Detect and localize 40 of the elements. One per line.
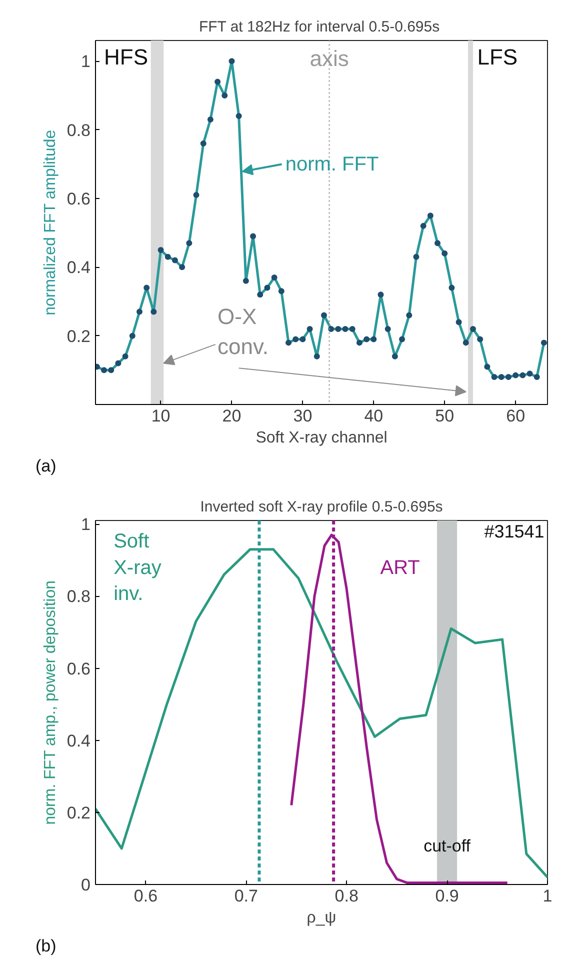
ref-line-label: axis (310, 46, 349, 72)
y-tick-label: 0.6 (66, 189, 91, 208)
y-tick-label: 0.8 (66, 587, 91, 606)
y-tick-label: 1 (81, 515, 91, 534)
x-tick-label: 0.6 (134, 886, 158, 906)
x-tick-label: 0.9 (435, 886, 459, 906)
line-series (96, 548, 548, 879)
x-tick-label: 0.7 (234, 886, 258, 906)
y-tick-label: 0.2 (66, 803, 91, 822)
y-tick-label: 0.4 (66, 258, 91, 278)
y-tick-label: 0.2 (66, 326, 91, 346)
y-axis-title: normalized FFT amplitude (42, 130, 59, 316)
band-label: LFS (477, 44, 518, 70)
x-tick-label: 30 (293, 406, 312, 426)
y-tick-label: 1 (81, 52, 91, 72)
y-axis-title: norm. FFT amp., power deposition (42, 580, 59, 825)
band-label: HFS (104, 44, 148, 70)
legend-label: norm. FFT (285, 153, 379, 176)
series-label: ART (380, 556, 420, 579)
chart-title: FFT at 182Hz for interval 0.5-0.695s (198, 18, 440, 36)
x-tick-label: 1 (542, 886, 552, 906)
chart-title: Inverted soft X-ray profile 0.5-0.695s (200, 498, 443, 516)
x-tick-label: 0.8 (334, 886, 358, 906)
x-tick-label: 40 (364, 406, 384, 426)
y-tick-label: 0.8 (66, 120, 91, 140)
y-tick-label: 0 (81, 876, 91, 894)
x-axis-title: Soft X-ray channel (256, 430, 388, 446)
band-label: cut-off (424, 836, 471, 856)
annotation: #31541 (484, 521, 544, 542)
text: (a) (36, 456, 56, 476)
annotation: O-X conv. (218, 304, 268, 360)
y-tick-label: 0.6 (66, 659, 91, 678)
x-tick-label: 10 (151, 406, 170, 426)
x-tick-label: 60 (506, 406, 526, 426)
x-axis-title: ρ_ψ (306, 910, 336, 926)
x-tick-label: 50 (435, 406, 454, 426)
y-tick-label: 0.4 (66, 731, 91, 750)
series-label: Soft X-ray inv. (114, 530, 162, 606)
text: (b) (36, 936, 56, 956)
x-tick-label: 20 (222, 406, 242, 426)
